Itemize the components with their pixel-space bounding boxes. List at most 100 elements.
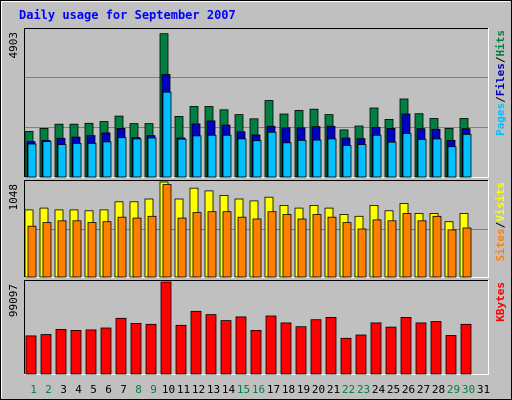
x-tick-label: 18 <box>282 383 295 396</box>
x-tick-label: 27 <box>417 383 430 396</box>
bar-kbytes-day-25 <box>385 326 397 375</box>
chart-title: Daily usage for September 2007 <box>19 8 236 22</box>
bar-sites-day-11 <box>177 217 187 278</box>
bar-sites-day-3 <box>57 220 67 278</box>
bar-sites-day-18 <box>282 214 292 278</box>
series-pages <box>27 91 472 178</box>
legend-sites: Sites <box>494 228 507 261</box>
bar-pages-day-18 <box>282 142 292 178</box>
x-tick-label: 29 <box>447 383 460 396</box>
x-tick-label: 7 <box>120 383 127 396</box>
x-axis-labels: 1 2 3 4 5 6 7 8 9 10 11 12 13 14 15 16 17 18 19 20 21 22 23 24 2… <box>30 383 490 396</box>
panel-3: 99097 KBytes <box>7 280 507 375</box>
bar-pages-day-7 <box>117 137 127 178</box>
bar-kbytes-day-21 <box>325 316 337 375</box>
legend-separator: / <box>494 96 507 103</box>
bar-kbytes-day-30 <box>460 323 472 375</box>
panel-ylabel: KBytes <box>494 282 507 322</box>
legend-hits: Hits <box>494 30 507 57</box>
panel-1: 4903 Pages/Files/Hits <box>7 28 507 178</box>
bar-sites-day-25 <box>387 220 397 278</box>
panel-max-label: 4903 <box>7 32 20 59</box>
bar-sites-day-12 <box>192 212 202 278</box>
legend-kbytes: KBytes <box>494 282 507 322</box>
bar-pages-day-11 <box>177 138 187 178</box>
x-tick-label: 15 <box>237 383 250 396</box>
x-tick-label: 25 <box>387 383 400 396</box>
bar-kbytes-day-27 <box>415 322 427 375</box>
x-tick-label: 20 <box>312 383 325 396</box>
bar-sites-day-10 <box>162 184 172 278</box>
bar-pages-day-17 <box>267 131 277 178</box>
legend-separator: / <box>494 221 507 228</box>
panel-max-label: 1048 <box>7 184 20 211</box>
bar-sites-day-20 <box>312 214 322 278</box>
bar-kbytes-day-23 <box>355 334 367 375</box>
bar-pages-day-30 <box>462 133 472 178</box>
legend-files: Files <box>494 63 507 96</box>
bar-sites-day-16 <box>252 218 262 278</box>
bar-sites-day-7 <box>117 216 127 278</box>
bar-kbytes-day-8 <box>130 322 142 375</box>
x-tick-label: 22 <box>342 383 355 396</box>
bar-pages-day-14 <box>222 134 232 178</box>
x-tick-label: 24 <box>372 383 386 396</box>
bar-sites-day-13 <box>207 211 217 278</box>
x-tick-label: 10 <box>162 383 175 396</box>
x-tick-label: 19 <box>297 383 310 396</box>
bar-kbytes-day-22 <box>340 337 352 375</box>
x-tick-label: 31 <box>477 383 490 396</box>
bar-sites-day-9 <box>147 215 157 278</box>
x-tick-label: 13 <box>207 383 220 396</box>
x-tick-label: 2 <box>45 383 52 396</box>
bar-kbytes-day-14 <box>220 320 232 375</box>
bar-sites-day-22 <box>342 222 352 278</box>
bar-sites-day-4 <box>72 220 82 278</box>
bar-sites-day-5 <box>87 222 97 278</box>
x-tick-label: 6 <box>105 383 112 396</box>
bar-sites-day-27 <box>417 220 427 278</box>
bar-pages-day-3 <box>57 144 67 178</box>
bar-sites-day-30 <box>462 227 472 278</box>
bar-kbytes-day-5 <box>85 329 97 375</box>
bar-pages-day-5 <box>87 142 97 178</box>
bar-pages-day-29 <box>447 146 457 178</box>
bar-kbytes-day-28 <box>430 321 442 375</box>
bar-kbytes-day-1 <box>25 335 37 375</box>
panel-ylabel: Pages/Files/Hits <box>494 30 507 136</box>
bar-pages-day-23 <box>357 144 367 178</box>
bar-kbytes-day-13 <box>205 314 217 375</box>
x-tick-label: 16 <box>252 383 265 396</box>
bar-pages-day-26 <box>402 133 412 178</box>
bar-kbytes-day-11 <box>175 324 187 375</box>
bar-pages-day-1 <box>27 143 37 178</box>
bar-kbytes-day-26 <box>400 316 412 375</box>
bar-sites-day-8 <box>132 217 142 278</box>
legend-separator: / <box>494 56 507 63</box>
series-kbytes <box>25 281 472 375</box>
bar-kbytes-day-20 <box>310 319 322 375</box>
bar-sites-day-24 <box>372 219 382 278</box>
panel-2: 1048 Sites/Visits <box>7 180 507 278</box>
bar-kbytes-day-3 <box>55 328 67 375</box>
bar-sites-day-1 <box>27 225 37 278</box>
bar-kbytes-day-4 <box>70 329 82 375</box>
panel-ylabel: Sites/Visits <box>494 182 507 262</box>
bar-pages-day-20 <box>312 139 322 178</box>
x-tick-label: 21 <box>327 383 340 396</box>
bar-sites-day-23 <box>357 228 367 278</box>
bar-kbytes-day-9 <box>145 323 157 375</box>
x-tick-label: 8 <box>135 383 142 396</box>
bar-pages-day-19 <box>297 139 307 178</box>
bar-kbytes-day-24 <box>370 322 382 375</box>
bar-pages-day-16 <box>252 140 262 178</box>
x-tick-label: 3 <box>60 383 67 396</box>
bar-kbytes-day-6 <box>100 327 112 375</box>
bar-sites-day-26 <box>402 213 412 278</box>
bar-pages-day-4 <box>72 142 82 178</box>
bar-pages-day-15 <box>237 138 247 178</box>
x-tick-label: 30 <box>462 383 475 396</box>
bar-kbytes-day-2 <box>40 334 52 375</box>
bar-pages-day-21 <box>327 138 337 178</box>
